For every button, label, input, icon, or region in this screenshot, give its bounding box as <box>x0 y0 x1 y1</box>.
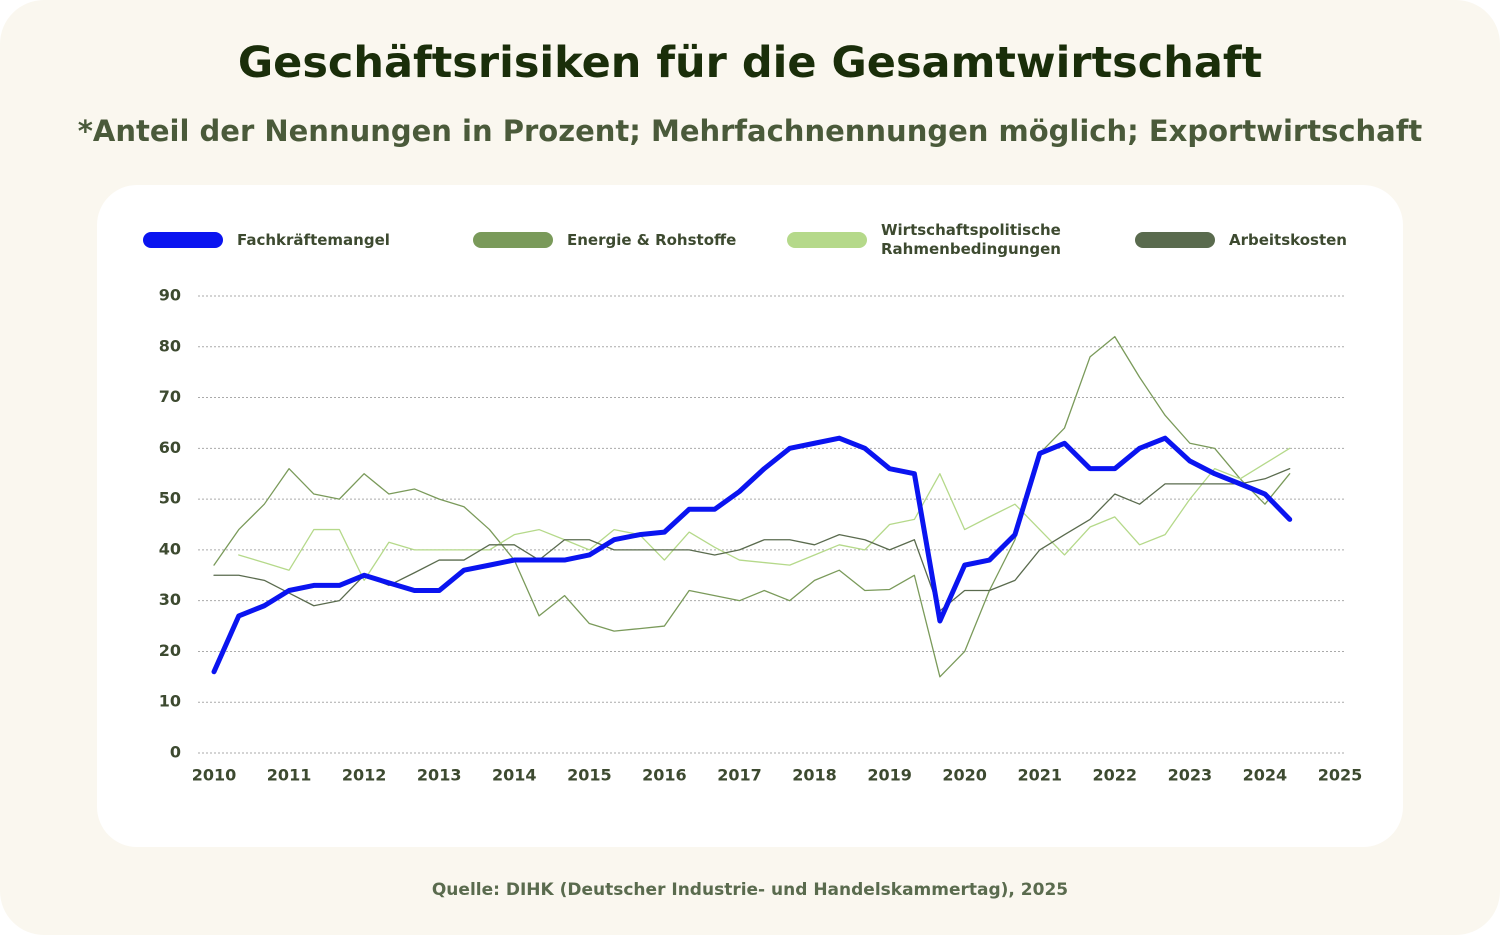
x-tick-label: 2011 <box>267 766 312 785</box>
y-tick-label: 40 <box>159 539 181 558</box>
x-tick-label: 2024 <box>1243 766 1288 785</box>
y-tick-label: 90 <box>159 286 181 305</box>
legend-item: Energie & Rohstoffe <box>473 222 736 258</box>
x-tick-label: 2019 <box>867 766 912 785</box>
title: Geschäftsrisiken für die Gesamtwirtschaf… <box>237 38 1263 88</box>
subtitle: *Anteil der Nennungen in Prozent; Mehrfa… <box>77 114 1423 148</box>
x-tick-label: 2015 <box>567 766 612 785</box>
legend-item: Fachkräftemangel <box>143 222 390 258</box>
legend-swatch <box>787 232 867 248</box>
y-tick-label: 20 <box>159 641 181 660</box>
x-tick-label: 2013 <box>417 766 462 785</box>
y-tick-label: 70 <box>159 387 181 406</box>
x-tick-label: 2025 <box>1318 766 1363 785</box>
x-tick-label: 2012 <box>342 766 387 785</box>
x-tick-label: 2010 <box>192 766 237 785</box>
series-line <box>238 447 1291 582</box>
series-line <box>213 467 1291 612</box>
y-tick-label: 30 <box>159 590 181 609</box>
legend-item: Arbeitskosten <box>1135 222 1347 258</box>
x-tick-label: 2022 <box>1093 766 1138 785</box>
y-tick-label: 60 <box>159 438 181 457</box>
x-tick-label: 2017 <box>717 766 762 785</box>
legend-swatch <box>143 232 223 248</box>
x-tick-label: 2020 <box>942 766 987 785</box>
legend-label: Wirtschaftspolitische Rahmenbedingungen <box>881 221 1061 258</box>
chart-card <box>97 185 1403 847</box>
x-tick-label: 2016 <box>642 766 687 785</box>
series-line <box>213 335 1291 678</box>
x-tick-label: 2023 <box>1168 766 1213 785</box>
legend-item: Wirtschaftspolitische Rahmenbedingungen <box>787 221 1081 258</box>
legend-label: Energie & Rohstoffe <box>567 230 737 249</box>
x-tick-label: 2014 <box>492 766 537 785</box>
x-tick-label: 2021 <box>1017 766 1062 785</box>
source: Quelle: DIHK (Deutscher Industrie- und H… <box>431 880 1069 900</box>
legend-label: Fachkräftemangel <box>237 230 390 249</box>
legend-swatch <box>1135 232 1215 248</box>
legend-swatch <box>473 232 553 248</box>
x-tick-label: 2018 <box>792 766 837 785</box>
y-tick-label: 0 <box>170 743 181 762</box>
legend-label: Arbeitskosten <box>1229 230 1347 249</box>
series-line <box>211 435 1293 675</box>
y-tick-label: 50 <box>159 489 181 508</box>
y-tick-label: 80 <box>159 336 181 355</box>
y-tick-label: 10 <box>159 692 181 711</box>
